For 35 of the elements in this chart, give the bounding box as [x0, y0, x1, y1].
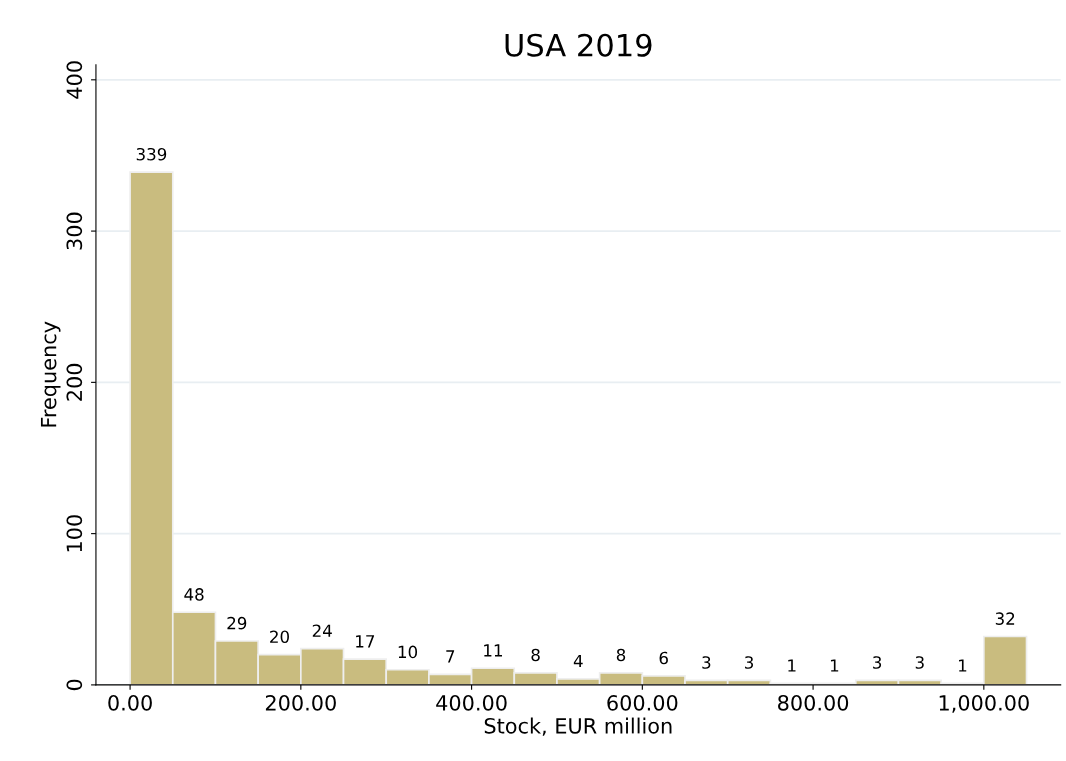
data-label: 1 [959, 659, 967, 672]
data-label: 3 [745, 656, 754, 669]
data-label: 10 [398, 645, 418, 659]
x-axis-title: Stock, EUR million [484, 717, 672, 736]
data-label: 11 [484, 644, 502, 657]
x-tick-label: 800.00 [778, 694, 849, 711]
data-label: 29 [227, 616, 247, 630]
data-label: 339 [136, 147, 167, 161]
y-tick-label: 0 [66, 679, 83, 691]
y-tick-label: 200 [66, 363, 83, 401]
data-label: 20 [270, 630, 289, 644]
data-label: 3 [702, 656, 711, 669]
data-label: 3 [915, 656, 924, 669]
data-label: 17 [356, 635, 375, 648]
y-axis-title: Frequency [40, 321, 61, 427]
x-tick-label: 200.00 [265, 694, 336, 711]
data-label: 24 [312, 624, 332, 637]
data-label: 1 [788, 659, 796, 672]
data-label: 3 [873, 656, 882, 669]
y-tick-label: 400 [66, 61, 83, 99]
data-label: 6 [659, 651, 668, 665]
x-tick-label: 1,000.00 [939, 694, 1029, 713]
y-tick-label: 300 [66, 212, 83, 250]
data-label: 8 [531, 648, 540, 662]
data-label: 4 [573, 654, 583, 668]
data-label: 1 [830, 659, 839, 672]
x-tick-label: 400.00 [436, 694, 507, 711]
data-label: 48 [184, 588, 204, 601]
x-tick-label: 0.00 [108, 694, 152, 711]
data-label: 7 [446, 650, 455, 663]
data-label: 8 [616, 648, 626, 662]
y-tick-label: 100 [66, 515, 83, 552]
x-tick-label: 600.00 [607, 694, 678, 711]
data-label: 32 [995, 612, 1015, 625]
chart-title: USA 2019 [505, 33, 652, 57]
